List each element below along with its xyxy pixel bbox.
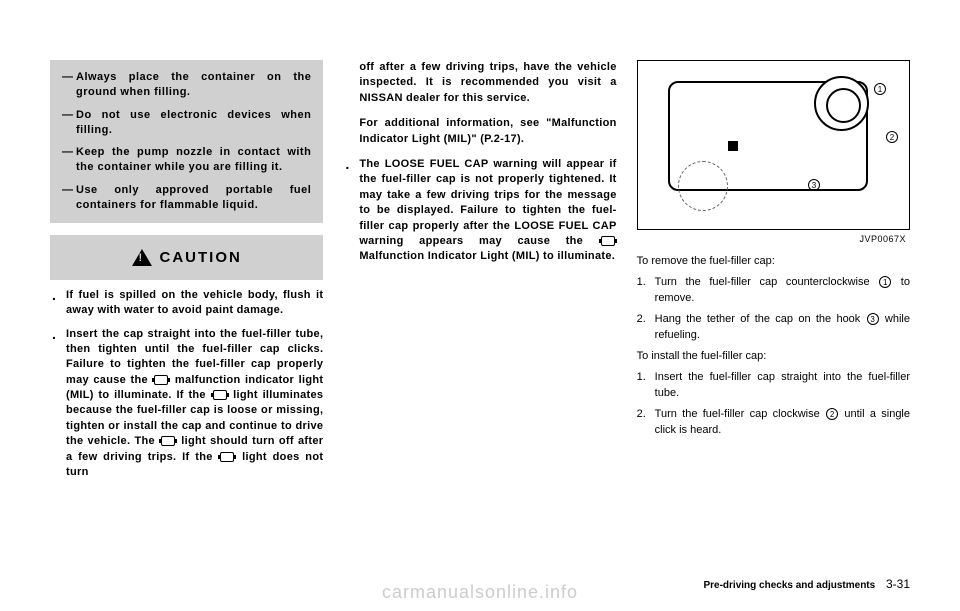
engine-icon [154, 375, 168, 385]
step-number: 1. [637, 370, 655, 401]
step-text: Hang the tether of the cap on the hook 3… [655, 312, 910, 343]
watermark: carmanualsonline.info [382, 582, 578, 603]
paragraph: For additional information, see "Malfunc… [343, 116, 616, 147]
callout-2: 2 [886, 131, 898, 143]
warning-box: —Always place the container on the groun… [50, 60, 323, 223]
step-number: 2. [637, 312, 655, 343]
section-name: Pre-driving checks and adjustments [703, 580, 875, 591]
callout-3: 3 [808, 179, 820, 191]
step-item: 2. Turn the fuel-filler cap clockwise 2 … [637, 407, 910, 438]
step-number: 2. [637, 407, 655, 438]
column-3: 1 2 3 JVP0067X To remove the fuel-filler… [637, 60, 910, 550]
page-number: 3-31 [886, 577, 910, 591]
bullet-dot-icon: . [50, 327, 66, 481]
callout-ref: 1 [879, 276, 891, 288]
step-text: Insert the fuel-filler cap straight into… [655, 370, 910, 401]
hook-icon [728, 141, 738, 151]
dash-text: Always place the container on the ground… [76, 70, 311, 100]
bullet-item: . Insert the cap straight into the fuel-… [50, 327, 323, 481]
column-1: —Always place the container on the groun… [50, 60, 323, 550]
callout-ref: 2 [826, 408, 838, 420]
step-text: Turn the fuel-filler cap clockwise 2 unt… [655, 407, 910, 438]
figure-code: JVP0067X [637, 234, 910, 244]
paragraph: To install the fuel-filler cap: [637, 349, 910, 364]
callout-ref: 3 [867, 313, 879, 325]
step-number: 1. [637, 275, 655, 306]
fuel-cap-figure: 1 2 3 [637, 60, 910, 230]
dash-text: Keep the pump nozzle in contact with the… [76, 145, 311, 175]
dash-item: —Do not use electronic devices when fill… [62, 108, 311, 138]
dash-text: Use only approved portable fuel containe… [76, 183, 311, 213]
step-item: 1. Turn the fuel-filler cap counterclock… [637, 275, 910, 306]
paragraph: To remove the fuel-filler cap: [637, 254, 910, 269]
dash-text: Do not use electronic devices when filli… [76, 108, 311, 138]
callout-1: 1 [874, 83, 886, 95]
bullet-text: Insert the cap straight into the fuel-fi… [66, 327, 323, 481]
caution-header: CAUTION [50, 235, 323, 280]
bullet-text: If fuel is spilled on the vehicle body, … [66, 288, 323, 319]
step-item: 2. Hang the tether of the cap on the hoo… [637, 312, 910, 343]
page-columns: —Always place the container on the groun… [50, 60, 910, 550]
page-footer: Pre-driving checks and adjustments 3-31 [703, 577, 910, 591]
engine-icon [213, 390, 227, 400]
dash-item: —Use only approved portable fuel contain… [62, 183, 311, 213]
engine-icon [161, 436, 175, 446]
bullet-item: . If fuel is spilled on the vehicle body… [50, 288, 323, 319]
engine-icon [220, 452, 234, 462]
step-text: Turn the fuel-filler cap counterclockwis… [655, 275, 910, 306]
bullet-item: . The LOOSE FUEL CAP warning will appear… [343, 157, 616, 265]
engine-icon [601, 236, 615, 246]
bullet-text: The LOOSE FUEL CAP warning will appear i… [359, 157, 616, 265]
column-2: off after a few driving trips, have the … [343, 60, 616, 550]
tether-outline [678, 161, 728, 211]
fuel-cap-circle [814, 76, 869, 131]
bullet-dot-icon: . [343, 157, 359, 265]
dash-item: —Keep the pump nozzle in contact with th… [62, 145, 311, 175]
caution-label: CAUTION [160, 249, 242, 266]
dash-item: —Always place the container on the groun… [62, 70, 311, 100]
continuation-text: off after a few driving trips, have the … [343, 60, 616, 106]
fuel-cap-inner [826, 88, 861, 123]
step-item: 1. Insert the fuel-filler cap straight i… [637, 370, 910, 401]
warning-triangle-icon [132, 249, 152, 266]
bullet-dot-icon: . [50, 288, 66, 319]
